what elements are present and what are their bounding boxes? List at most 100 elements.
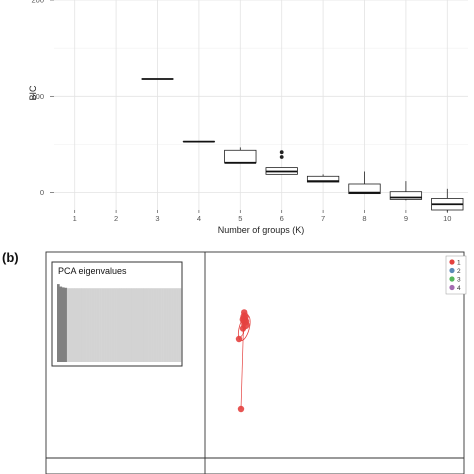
eigenvalue-bar: [71, 288, 75, 362]
bic-x-ticks: 1 2 3 4 5 6 7 8 9 10: [73, 210, 451, 223]
eigenvalue-bar: [57, 284, 60, 362]
legend-label: 3: [457, 276, 461, 283]
eigenvalue-bar: [146, 288, 149, 362]
eigenvalue-bar: [123, 288, 127, 362]
pca-eigenvalues-inset: PCA eigenvalues: [51, 261, 183, 367]
box-body: [306, 175, 340, 183]
eigenvalue-bar: [106, 288, 110, 362]
eigenvalue-bar: [81, 288, 85, 362]
y-tick-label: 200: [31, 0, 44, 5]
panel-b-label: (b): [2, 250, 19, 265]
box-body: [389, 191, 423, 200]
eigenvalue-bar: [89, 288, 92, 362]
x-tick-label: 9: [404, 214, 408, 223]
eigenvalue-bar: [156, 288, 159, 362]
eigenvalue-bar: [163, 288, 167, 362]
eigenvalue-bar: [138, 288, 142, 362]
data-point: [239, 325, 247, 332]
eigenvalue-bar: [119, 288, 122, 362]
legend-swatch: [449, 267, 455, 274]
bic-boxplot: 0 100 200 1 2 3 4 5 6 7 8 9 10 BIC Number of groups…: [28, 0, 468, 235]
outlier-point: [279, 150, 284, 155]
eigenvalue-bar: [84, 288, 87, 362]
legend-label: 4: [457, 285, 461, 292]
x-tick-label: 3: [155, 214, 159, 223]
spoke-line: [240, 333, 244, 410]
box-k-5: [224, 147, 257, 164]
eigenvalue-bar: [121, 288, 125, 362]
eigenvalue-bar: [76, 288, 80, 362]
x-tick-label: 10: [443, 214, 451, 223]
y-tick-label: 100: [31, 92, 44, 101]
eigenvalue-bar: [94, 288, 97, 362]
eigenvalue-bar: [69, 288, 73, 362]
x-tick-label: 6: [280, 214, 284, 223]
legend-swatch: [449, 259, 455, 265]
eigenvalue-bar: [64, 287, 68, 362]
legend-box: [445, 255, 467, 295]
data-point: [241, 309, 248, 316]
eigenvalue-bar: [166, 288, 169, 362]
x-tick-label: 1: [73, 214, 77, 223]
eigenvalue-bar: [66, 288, 70, 362]
bic-y-ticks: 0 100 200: [31, 0, 54, 197]
eigenvalue-bar: [111, 288, 115, 362]
box-k-10: [431, 188, 464, 212]
data-point: [237, 405, 245, 413]
eigenvalue-bar: [86, 288, 90, 362]
eigenvalue-bar: [126, 288, 130, 362]
bic-y-axis-label: BIC: [28, 85, 38, 101]
bic-boxes: [141, 78, 464, 212]
eigenvalue-bar: [59, 286, 63, 362]
eigenvalue-bar: [91, 288, 95, 362]
eigenvalue-bar: [128, 288, 132, 362]
eigenvalue-bar: [141, 288, 144, 362]
x-tick-label: 5: [238, 214, 242, 223]
x-tick-label: 2: [114, 214, 118, 223]
legend-label: 1: [457, 259, 461, 266]
x-tick-label: 7: [321, 214, 325, 223]
box-body: [224, 149, 257, 164]
box-body: [348, 183, 381, 195]
eigenvalue-bar: [109, 288, 112, 362]
eigenvalue-bar: [116, 288, 120, 362]
x-tick-label: 4: [197, 214, 201, 223]
eigenvalue-bar: [136, 288, 140, 362]
eigenvalue-bar: [99, 288, 102, 362]
bic-x-axis-label: Number of groups (K): [218, 225, 305, 235]
eigenvalue-bar: [168, 288, 172, 362]
eigenvalue-bar: [178, 288, 182, 362]
outlier-point: [279, 155, 284, 159]
eigenvalue-bar: [79, 288, 82, 362]
eigenvalue-bar: [114, 288, 117, 362]
y-tick-label: 0: [40, 188, 44, 197]
inset-bars: [57, 284, 182, 362]
legend-swatch: [449, 276, 455, 282]
data-point: [235, 335, 243, 343]
eigenvalue-bar: [151, 288, 154, 362]
legend-swatch: [449, 284, 455, 291]
eigenvalue-bar: [143, 288, 147, 362]
data-point: [239, 315, 248, 324]
eigenvalue-bar: [158, 288, 162, 362]
box-k-8: [348, 171, 381, 195]
eigenvalue-bar: [96, 288, 100, 362]
eigenvalue-bar: [131, 288, 135, 362]
eigenvalue-bar: [74, 288, 78, 362]
eigenvalue-bar: [173, 288, 177, 362]
dapc-legend: 1 23 4: [445, 255, 467, 295]
inset-title: PCA eigenvalues: [58, 266, 127, 276]
eigenvalue-bar: [176, 288, 179, 362]
eigenvalue-bar: [133, 288, 137, 362]
box-k-6: [265, 150, 298, 175]
dapc-scatter: PCA eigenvalues 1 23 4: [45, 251, 467, 474]
eigenvalue-bar: [104, 288, 107, 362]
x-tick-label: 8: [362, 214, 366, 223]
box-k-7: [306, 174, 340, 183]
bic-plot-area: [54, 0, 468, 210]
dapc-points: [235, 309, 251, 413]
eigenvalue-bar: [153, 288, 157, 362]
legend-label: 2: [457, 268, 461, 275]
eigenvalue-bar: [61, 287, 65, 362]
